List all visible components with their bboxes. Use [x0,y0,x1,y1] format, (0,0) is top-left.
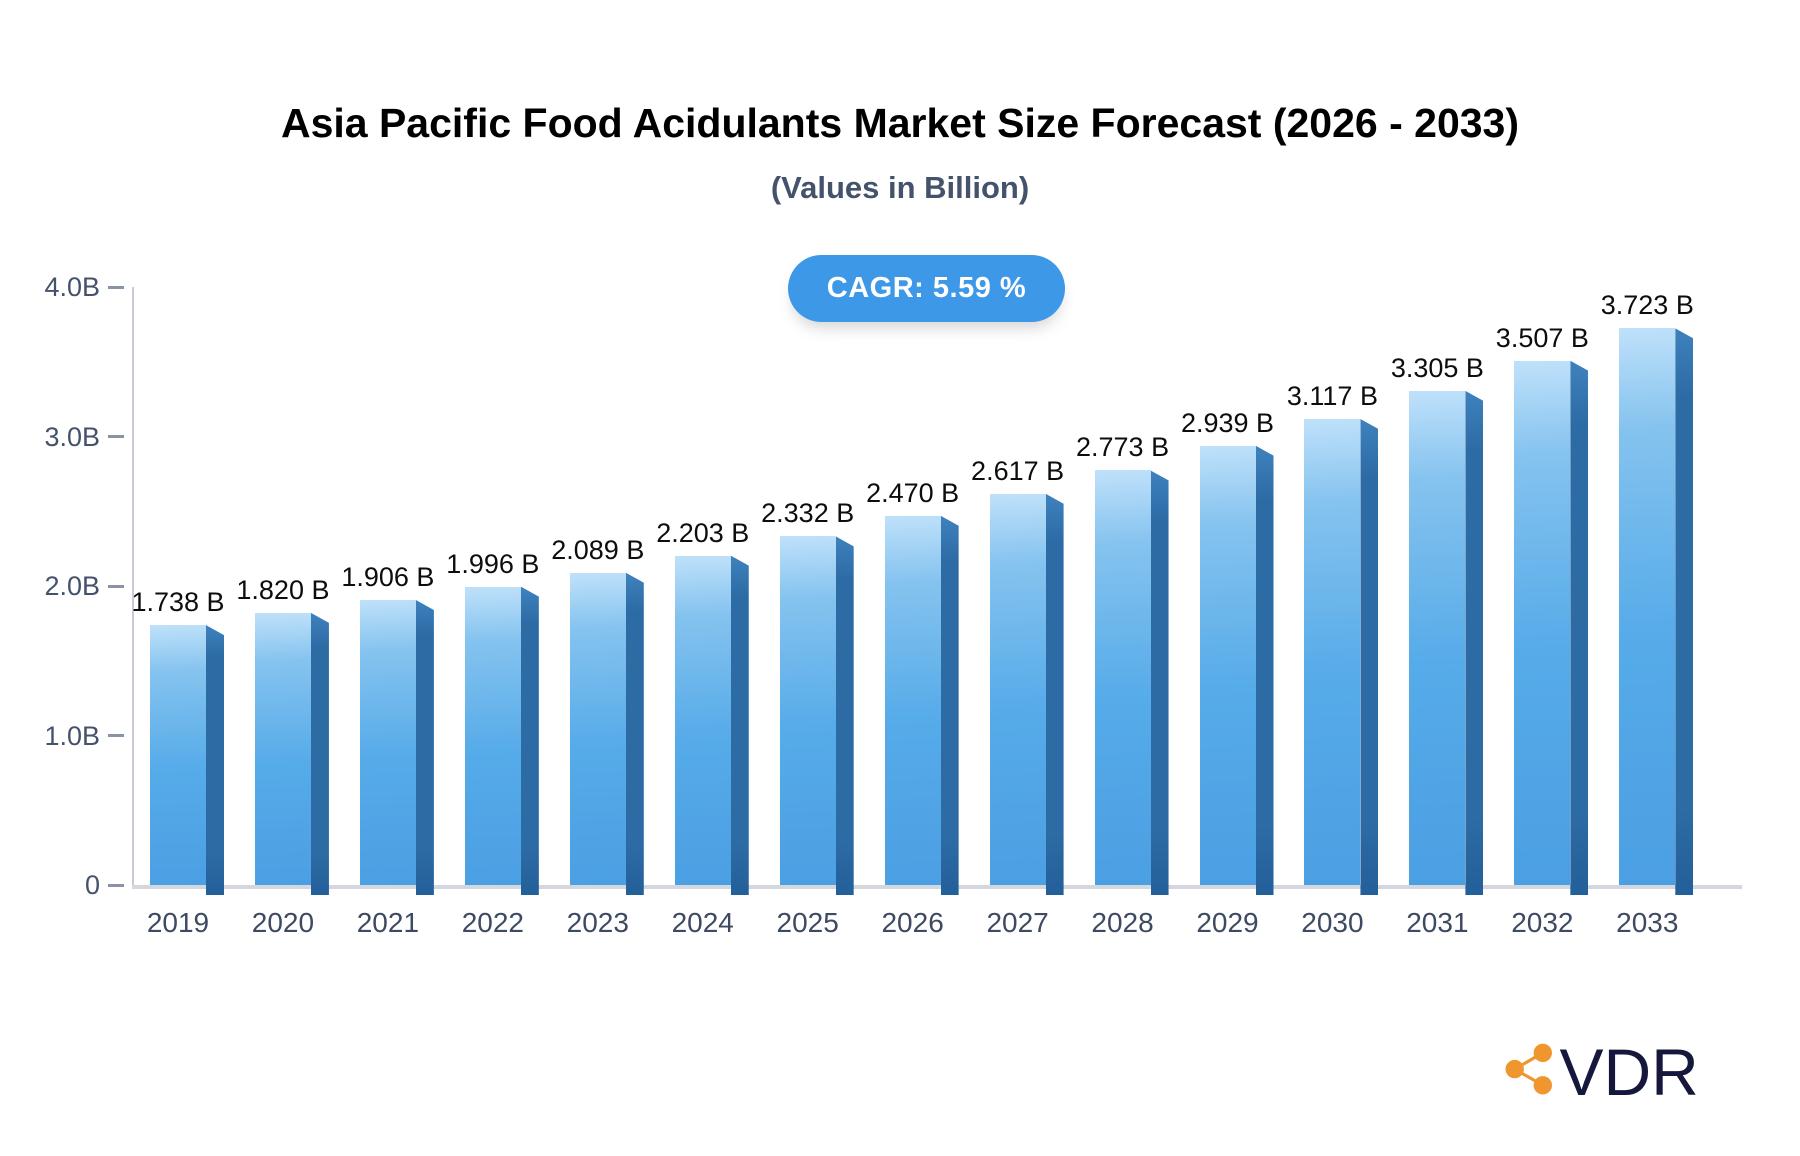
svg-text:VDR: VDR [1560,1035,1699,1105]
